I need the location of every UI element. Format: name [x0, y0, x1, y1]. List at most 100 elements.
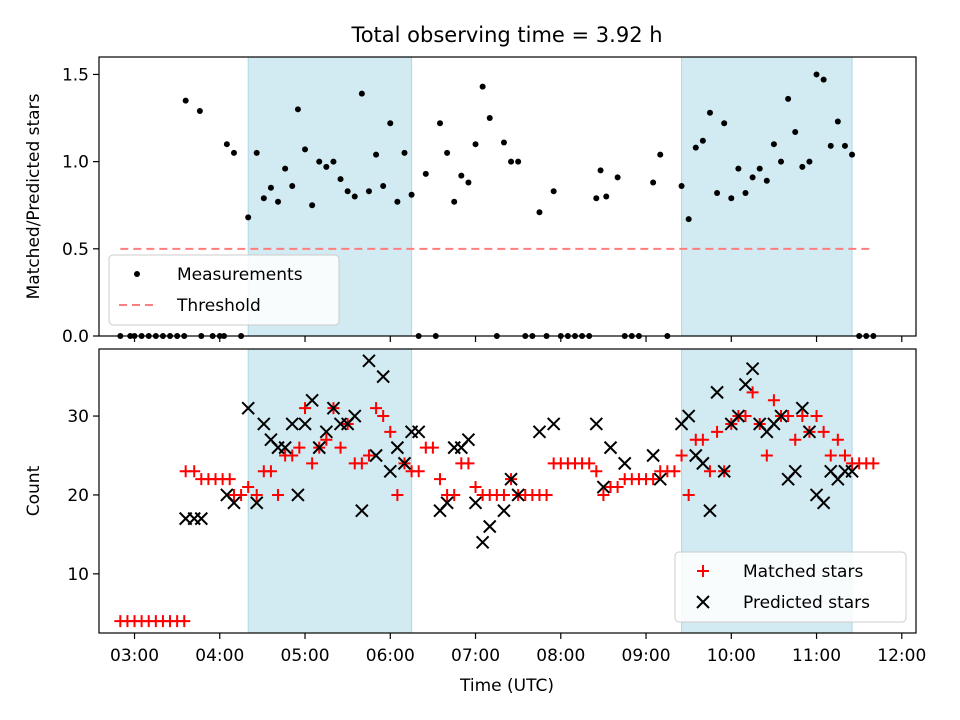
- data-point: [412, 465, 425, 478]
- data-point: [650, 179, 657, 186]
- data-point: [731, 409, 746, 423]
- data-point: [728, 195, 735, 202]
- data-point: [785, 95, 792, 102]
- y-tick-label: 1.0: [62, 153, 89, 173]
- data-point: [223, 473, 236, 486]
- data-point: [749, 174, 756, 181]
- data-point: [796, 410, 809, 423]
- data-point: [468, 496, 483, 510]
- data-point: [196, 108, 203, 115]
- data-point: [289, 183, 296, 190]
- legend-label: Measurements: [177, 265, 303, 285]
- data-point: [401, 149, 408, 156]
- x-tick-label: 07:00: [451, 646, 500, 666]
- data-point: [508, 158, 515, 165]
- data-point: [597, 167, 604, 174]
- data-point: [653, 472, 667, 486]
- data-point: [448, 488, 461, 501]
- data-point: [462, 457, 475, 470]
- x-tick-label: 09:00: [622, 646, 671, 666]
- data-point: [275, 198, 282, 205]
- data-point: [692, 144, 699, 151]
- data-point: [763, 177, 770, 184]
- data-point: [583, 457, 596, 470]
- data-point: [745, 362, 760, 376]
- data-point: [348, 409, 362, 423]
- data-point: [711, 425, 724, 438]
- data-point: [845, 464, 859, 478]
- data-point: [706, 109, 713, 116]
- data-point: [309, 202, 316, 209]
- data-point: [682, 488, 695, 501]
- data-point: [437, 120, 444, 127]
- data-point: [657, 151, 664, 158]
- data-point: [795, 401, 810, 415]
- data-point: [596, 480, 611, 494]
- data-point: [323, 163, 330, 170]
- x-tick-label: 11:00: [792, 646, 841, 666]
- data-point: [746, 386, 759, 399]
- data-point: [867, 457, 880, 470]
- data-point: [319, 425, 334, 439]
- data-point: [320, 433, 333, 446]
- data-point: [675, 449, 688, 462]
- data-point: [326, 401, 341, 415]
- data-point: [376, 369, 390, 384]
- data-point: [816, 496, 831, 510]
- data-point: [699, 137, 706, 144]
- data-point: [738, 377, 753, 392]
- data-point: [250, 496, 264, 510]
- data-point: [286, 449, 299, 462]
- data-point: [387, 120, 394, 127]
- data-point: [603, 193, 610, 200]
- data-point: [710, 385, 724, 400]
- data-point: [603, 440, 618, 455]
- data-point: [241, 401, 255, 415]
- data-point: [305, 393, 319, 407]
- data-point: [647, 473, 660, 486]
- data-point: [178, 615, 191, 628]
- data-point: [611, 481, 624, 494]
- data-point: [696, 456, 710, 471]
- y-axis-label: Matched/Predicted stars: [24, 93, 44, 299]
- data-point: [411, 425, 426, 439]
- legend: Matched stars Predicted stars: [674, 551, 907, 623]
- legend-label: Predicted stars: [743, 593, 870, 613]
- data-point: [426, 441, 439, 454]
- legend-box: [108, 254, 340, 326]
- data-point: [486, 115, 493, 122]
- data-point: [223, 141, 230, 148]
- data-point: [760, 449, 773, 462]
- data-point: [377, 410, 390, 423]
- data-point: [817, 425, 830, 438]
- data-point: [344, 188, 351, 195]
- data-point: [334, 441, 347, 454]
- data-point: [451, 198, 458, 205]
- data-point: [264, 465, 277, 478]
- data-point: [813, 71, 820, 78]
- data-point: [668, 465, 681, 478]
- y-tick-label: 0.5: [62, 240, 89, 260]
- data-point: [316, 158, 323, 165]
- data-point: [714, 190, 721, 197]
- data-point: [504, 472, 518, 486]
- data-point: [550, 188, 557, 195]
- data-point: [245, 214, 252, 221]
- data-point: [849, 151, 856, 158]
- data-point: [285, 417, 299, 431]
- legend-marker: [697, 565, 709, 577]
- chart-title: Total observing time = 3.92 h: [350, 23, 662, 47]
- data-point: [589, 417, 604, 431]
- data-point: [391, 488, 404, 501]
- y-tick-label: 20: [67, 486, 89, 506]
- data-point: [373, 151, 380, 158]
- data-point: [394, 198, 401, 205]
- y-axis-label: Count: [24, 465, 44, 516]
- data-point: [242, 481, 255, 494]
- data-point: [540, 488, 553, 501]
- data-point: [681, 409, 696, 423]
- data-point: [260, 195, 267, 202]
- legend-box: [674, 551, 907, 623]
- data-point: [536, 209, 543, 216]
- data-point: [497, 488, 510, 501]
